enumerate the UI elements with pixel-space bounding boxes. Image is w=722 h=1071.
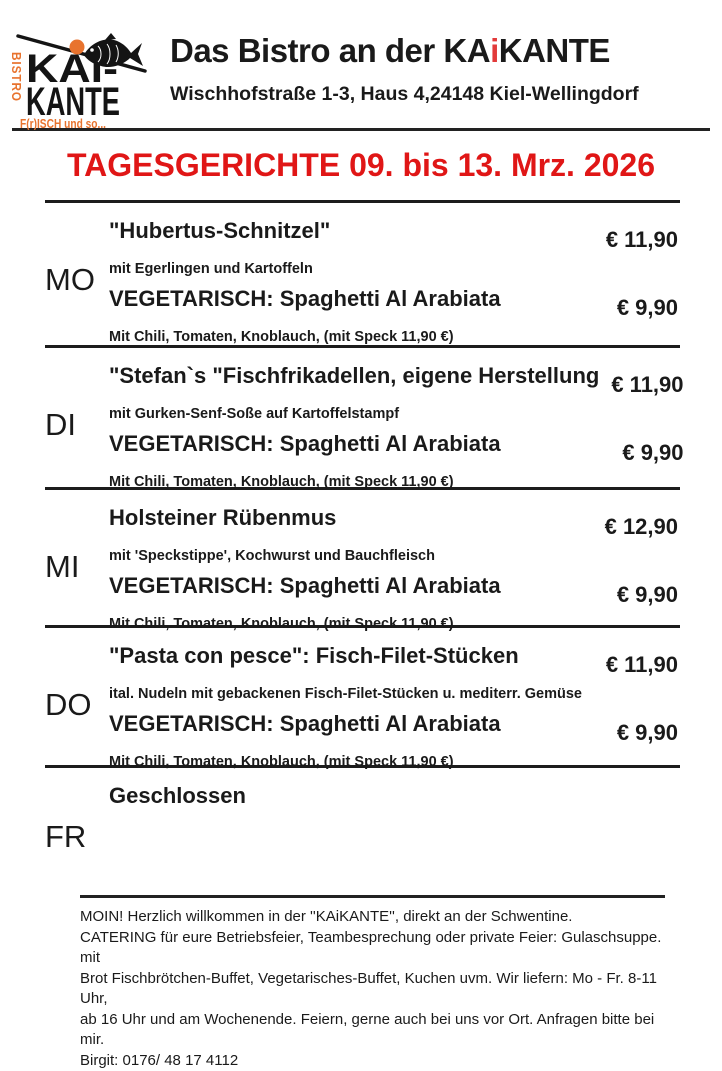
dish: Holsteiner Rübenmus € 12,90 mit 'Speckst… xyxy=(109,505,678,564)
day-section: MO "Hubertus-Schnitzel" € 11,90 mit Eger… xyxy=(45,200,680,345)
title-suffix: KANTE xyxy=(499,32,610,69)
dish-price: € 9,90 xyxy=(617,711,678,746)
dish-title: Holsteiner Rübenmus xyxy=(109,505,336,531)
dish: VEGETARISCH: Spaghetti Al Arabiata € 9,9… xyxy=(109,431,684,490)
footer-phone: Birgit: 0176/ 48 17 4112 xyxy=(80,1051,665,1071)
dish-price: € 11,90 xyxy=(606,218,678,253)
dish: VEGETARISCH: Spaghetti Al Arabiata € 9,9… xyxy=(109,711,678,770)
footer: MOIN! Herzlich willkommen in der ''KAiKA… xyxy=(80,895,665,1071)
page-title: Das Bistro an der KAiKANTE xyxy=(170,32,639,70)
dish-description: Mit Chili, Tomaten, Knoblauch, (mit Spec… xyxy=(109,754,678,770)
day-section: MI Holsteiner Rübenmus € 12,90 mit 'Spec… xyxy=(45,487,680,625)
footer-line: ab 16 Uhr und am Wochenende. Feiern, ger… xyxy=(80,1010,665,1051)
dish-title: "Pasta con pesce": Fisch-Filet-Stücken xyxy=(109,643,519,669)
i-dot-icon xyxy=(70,40,85,55)
menu-heading: TAGESGERICHTE 09. bis 13. Mrz. 2026 xyxy=(67,147,655,184)
dish: "Pasta con pesce": Fisch-Filet-Stücken €… xyxy=(109,643,678,702)
dish-list: "Stefan`s "Fischfrikadellen, eigene Hers… xyxy=(109,363,686,490)
title-prefix: Das Bistro an der KA xyxy=(170,32,490,69)
dish-price: € 9,90 xyxy=(617,286,678,321)
dish: Geschlossen xyxy=(109,783,678,809)
fish-icon xyxy=(84,33,143,67)
header-text: Das Bistro an der KAiKANTE Wischhofstraß… xyxy=(170,24,639,106)
dish-price: € 12,90 xyxy=(605,505,678,540)
day-label: MI xyxy=(45,549,109,585)
footer-line: CATERING für eure Betriebsfeier, Teambes… xyxy=(80,928,665,969)
dish-list: Geschlossen xyxy=(109,783,680,895)
day-label: DI xyxy=(45,407,109,443)
dish-title: VEGETARISCH: Spaghetti Al Arabiata xyxy=(109,286,501,312)
dish-list: Holsteiner Rübenmus € 12,90 mit 'Speckst… xyxy=(109,505,680,632)
dish-list: "Pasta con pesce": Fisch-Filet-Stücken €… xyxy=(109,643,680,770)
header: BISTRO KAI- KANTE F(r)ISCH un xyxy=(0,0,722,128)
dish-title: "Stefan`s "Fischfrikadellen, eigene Hers… xyxy=(109,363,599,389)
heading-wrap: TAGESGERICHTE 09. bis 13. Mrz. 2026 xyxy=(0,131,722,200)
dish-price: € 11,90 xyxy=(606,643,678,678)
address-line: Wischhofstraße 1-3, Haus 4,24148 Kiel-We… xyxy=(170,83,639,106)
day-label: MO xyxy=(45,262,109,298)
dish-title: Geschlossen xyxy=(109,783,246,809)
dish: "Hubertus-Schnitzel" € 11,90 mit Egerlin… xyxy=(109,218,678,277)
menu-page: BISTRO KAI- KANTE F(r)ISCH un xyxy=(0,0,722,1024)
logo-vertical-text: BISTRO xyxy=(10,52,23,102)
dish-list: "Hubertus-Schnitzel" € 11,90 mit Egerlin… xyxy=(109,218,680,345)
dish-price: € 9,90 xyxy=(622,431,683,466)
day-label: DO xyxy=(45,687,109,723)
title-red-i: i xyxy=(490,32,499,69)
footer-line: MOIN! Herzlich willkommen in der ''KAiKA… xyxy=(80,907,665,928)
day-section: FR Geschlossen xyxy=(45,765,680,895)
dish-description: Mit Chili, Tomaten, Knoblauch, (mit Spec… xyxy=(109,616,678,632)
dish-price: € 9,90 xyxy=(617,573,678,608)
day-label: FR xyxy=(45,819,109,855)
footer-line: Brot Fischbrötchen-Buffet, Vegetarisches… xyxy=(80,969,665,1010)
day-section: DO "Pasta con pesce": Fisch-Filet-Stücke… xyxy=(45,625,680,765)
dish-title: VEGETARISCH: Spaghetti Al Arabiata xyxy=(109,573,501,599)
dish-description: mit Egerlingen und Kartoffeln xyxy=(109,261,678,277)
dish-description: mit 'Speckstippe', Kochwurst und Bauchfl… xyxy=(109,548,678,564)
dish-title: VEGETARISCH: Spaghetti Al Arabiata xyxy=(109,431,501,457)
dish-description: Mit Chili, Tomaten, Knoblauch, (mit Spec… xyxy=(109,474,684,490)
dish: VEGETARISCH: Spaghetti Al Arabiata € 9,9… xyxy=(109,286,678,345)
day-section: DI "Stefan`s "Fischfrikadellen, eigene H… xyxy=(45,345,680,487)
dish: "Stefan`s "Fischfrikadellen, eigene Hers… xyxy=(109,363,684,422)
dish-title: VEGETARISCH: Spaghetti Al Arabiata xyxy=(109,711,501,737)
dish-description: mit Gurken-Senf-Soße auf Kartoffelstampf xyxy=(109,406,684,422)
bistro-logo: BISTRO KAI- KANTE F(r)ISCH un xyxy=(10,24,150,135)
dish-description: ital. Nudeln mit gebackenen Fisch-Filet-… xyxy=(109,686,678,702)
dish-price: € 11,90 xyxy=(611,363,683,398)
dish-title: "Hubertus-Schnitzel" xyxy=(109,218,330,244)
logo-tagline: F(r)ISCH und so... xyxy=(20,116,106,130)
dish: VEGETARISCH: Spaghetti Al Arabiata € 9,9… xyxy=(109,573,678,632)
daily-menu: MO "Hubertus-Schnitzel" € 11,90 mit Eger… xyxy=(45,200,680,895)
dish-description: Mit Chili, Tomaten, Knoblauch, (mit Spec… xyxy=(109,329,678,345)
